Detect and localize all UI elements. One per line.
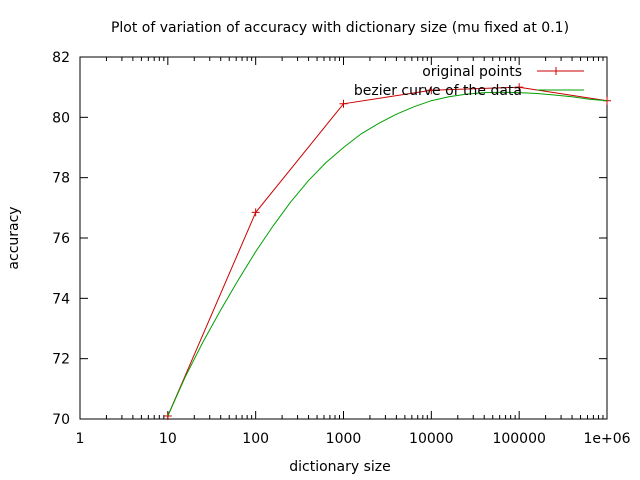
y-tick-label: 74 [52, 291, 70, 307]
y-axis: 70 72 74 76 78 80 82 [52, 50, 607, 428]
series-line-1 [167, 91, 608, 417]
chart-title: Plot of variation of accuracy with dicti… [111, 20, 569, 36]
x-tick-label: 10000 [409, 431, 454, 447]
y-tick-label: 72 [52, 352, 70, 368]
legend: original points bezier curve of the data [354, 64, 584, 99]
legend-label-0: original points [422, 64, 522, 80]
x-tick-label: 10 [159, 431, 177, 447]
y-tick-label: 70 [52, 412, 70, 428]
data-point [339, 99, 348, 108]
data-point [251, 208, 260, 217]
x-tick-label: 1000 [326, 431, 362, 447]
y-tick-label: 78 [52, 171, 70, 187]
x-tick-label: 100 [242, 431, 269, 447]
series-line-0 [167, 86, 608, 417]
plot-frame [79, 56, 608, 420]
x-tick-label: 1 [76, 431, 85, 447]
data-point [515, 83, 524, 92]
y-tick-label: 80 [52, 110, 70, 126]
x-tick-label: 100000 [492, 431, 545, 447]
y-tick-label: 82 [52, 50, 70, 66]
legend-label-1: bezier curve of the data [354, 83, 522, 99]
y-tick-label: 76 [52, 231, 70, 247]
series-layer [163, 83, 611, 420]
x-axis: 1 10 100 1000 10000 100000 1e+06 [76, 57, 631, 447]
data-point [427, 86, 436, 95]
x-axis-label: dictionary size [289, 459, 391, 475]
x-tick-label: 1e+06 [583, 431, 630, 447]
y-axis-label: accuracy [6, 206, 22, 269]
